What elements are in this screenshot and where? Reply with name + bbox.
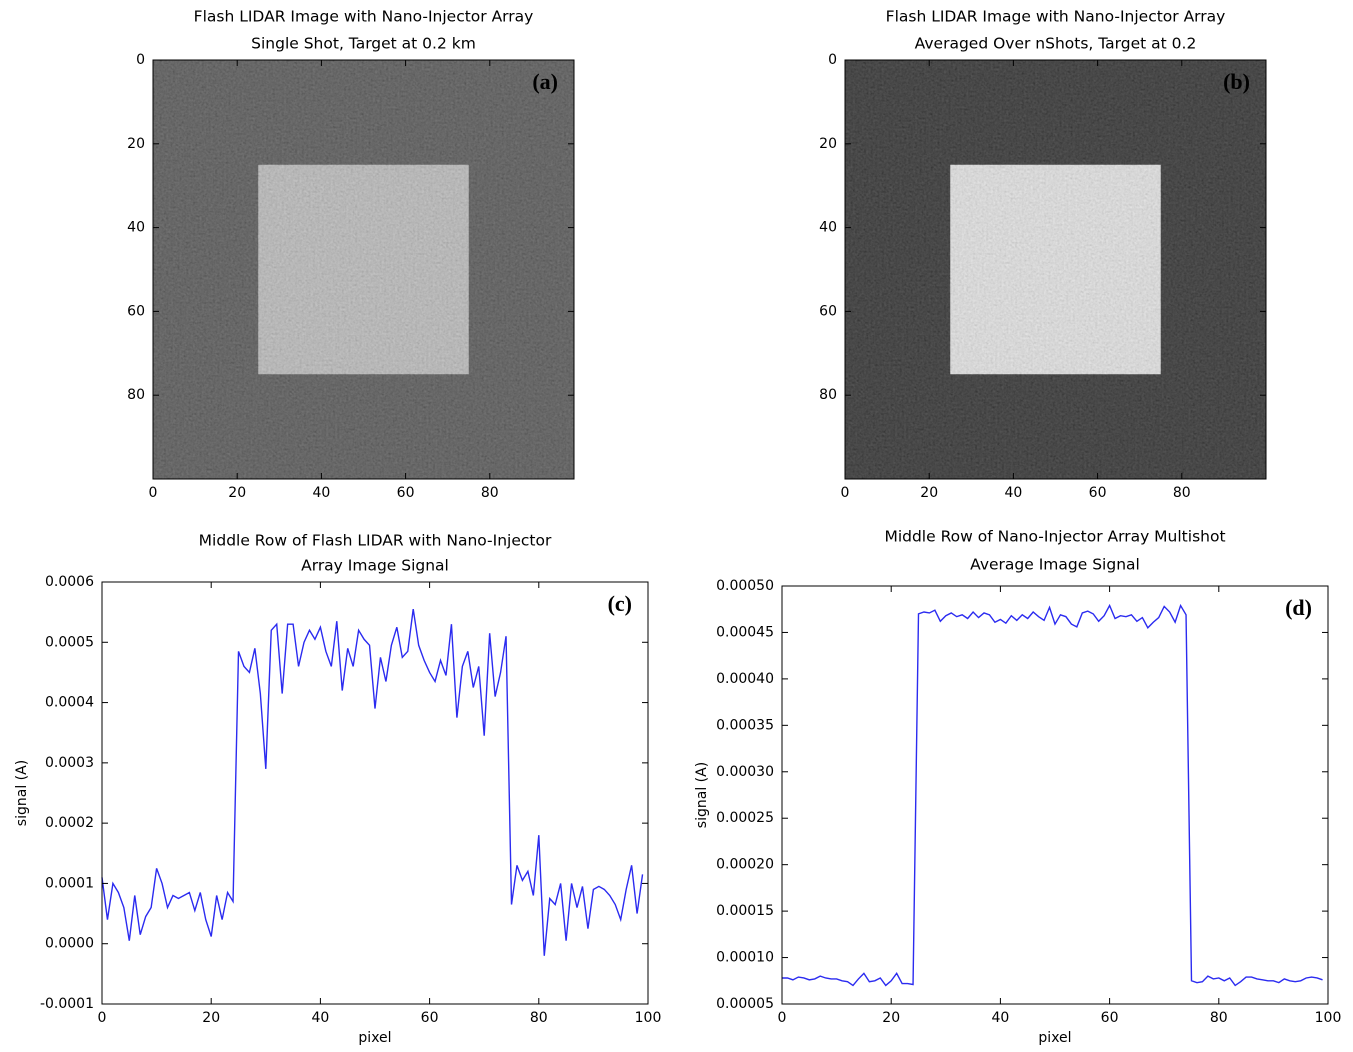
x-tick-label: 0 <box>778 1010 787 1026</box>
image-noise <box>153 60 574 479</box>
x-tick-label: 20 <box>882 1010 900 1026</box>
x-tick-label: 60 <box>1101 1010 1119 1026</box>
y-tick-label: 0.00045 <box>716 624 774 640</box>
axes-frame <box>844 59 1267 480</box>
x-tick-label: 40 <box>991 1010 1009 1026</box>
y-tick-label: 0 <box>136 52 145 68</box>
y-tick-label: 80 <box>819 387 837 403</box>
x-tick-label: 20 <box>228 485 246 501</box>
x-tick-label: 80 <box>481 485 499 501</box>
y-tick-label: 0.00015 <box>716 903 774 919</box>
y-tick-label: 40 <box>819 220 837 236</box>
y-tick-label: 0.00035 <box>716 717 774 733</box>
y-tick-label: 0.0006 <box>45 574 94 590</box>
x-tick-label: 100 <box>635 1010 662 1026</box>
x-tick-label: 0 <box>149 485 158 501</box>
x-tick-label: 60 <box>421 1010 439 1026</box>
y-tick-label: 0.00005 <box>716 996 774 1012</box>
x-tick-label: 40 <box>312 485 330 501</box>
y-tick-label: 0.00050 <box>716 578 774 594</box>
x-tick-label: 20 <box>202 1010 220 1026</box>
x-tick-label: 40 <box>1004 485 1022 501</box>
x-tick-label: 60 <box>397 485 415 501</box>
x-tick-label: 80 <box>1173 485 1191 501</box>
x-tick-label: 40 <box>311 1010 329 1026</box>
chart-subtitle: Averaged Over nShots, Target at 0.2 <box>915 35 1197 53</box>
y-tick-label: 40 <box>127 220 145 236</box>
chart-subtitle: Single Shot, Target at 0.2 km <box>251 35 476 53</box>
axes-frame <box>152 59 575 480</box>
y-tick-label: 0 <box>828 52 837 68</box>
y-tick-label: 0.00010 <box>716 950 774 966</box>
y-tick-label: 0.0003 <box>45 755 94 771</box>
y-tick-label: -0.0001 <box>40 996 94 1012</box>
y-tick-label: 0.0000 <box>45 936 94 952</box>
y-tick-label: 20 <box>127 136 145 152</box>
axes-frame <box>781 585 1329 1005</box>
signal-line <box>782 603 1323 987</box>
y-tick-label: 0.0001 <box>45 875 94 891</box>
chart-title: Middle Row of Nano-Injector Array Multis… <box>884 528 1225 546</box>
chart-subtitle: Array Image Signal <box>301 557 449 575</box>
chart-title: Middle Row of Flash LIDAR with Nano-Inje… <box>199 532 552 550</box>
y-tick-label: 80 <box>127 387 145 403</box>
panel-label: (b) <box>1223 69 1250 94</box>
chart-subtitle: Average Image Signal <box>970 556 1140 574</box>
x-tick-label: 80 <box>530 1010 548 1026</box>
axes-frame <box>101 581 649 1005</box>
x-tick-label: 100 <box>1315 1010 1342 1026</box>
x-tick-label: 0 <box>841 485 850 501</box>
y-tick-label: 0.00025 <box>716 810 774 826</box>
y-axis-label: signal (A) <box>694 762 710 828</box>
y-tick-label: 0.00030 <box>716 764 774 780</box>
chart-title: Flash LIDAR Image with Nano-Injector Arr… <box>886 8 1226 26</box>
y-tick-label: 0.0005 <box>45 634 94 650</box>
x-tick-label: 60 <box>1089 485 1107 501</box>
x-tick-label: 0 <box>98 1010 107 1026</box>
panel-label: (d) <box>1285 595 1312 620</box>
y-tick-label: 0.00020 <box>716 857 774 873</box>
x-axis-label: pixel <box>1038 1030 1071 1046</box>
y-tick-label: 0.00040 <box>716 671 774 687</box>
panel-label: (a) <box>532 69 558 94</box>
signal-line <box>101 609 644 956</box>
y-tick-label: 20 <box>819 136 837 152</box>
x-tick-label: 80 <box>1210 1010 1228 1026</box>
x-axis-label: pixel <box>358 1030 391 1046</box>
y-tick-label: 0.0004 <box>45 695 94 711</box>
y-tick-label: 60 <box>819 303 837 319</box>
y-axis-label: signal (A) <box>14 760 30 826</box>
panel-label: (c) <box>608 591 632 616</box>
y-tick-label: 60 <box>127 303 145 319</box>
chart-title: Flash LIDAR Image with Nano-Injector Arr… <box>194 8 534 26</box>
image-noise <box>845 60 1266 479</box>
x-tick-label: 20 <box>920 485 938 501</box>
y-tick-label: 0.0002 <box>45 815 94 831</box>
